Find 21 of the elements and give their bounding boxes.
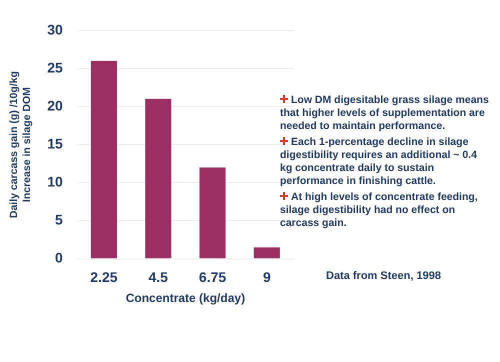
annotation: Each 1-percentage decline in silage digestibility requires an additional ~ 0.4 kg concentrate daily to sustain performance in finishing cattle. (280, 136, 477, 187)
x-tick-label: 6.75 (198, 269, 226, 286)
y-tick-label: 10 (47, 174, 63, 190)
bar (145, 98, 172, 258)
x-tick-label: 2.25 (90, 269, 118, 286)
y-tick-label: 0 (54, 250, 63, 266)
x-tick-label: 4.5 (148, 269, 168, 286)
x-tick-label: 9 (262, 269, 271, 286)
y-tick-label: 5 (54, 212, 63, 228)
y-axis-title: Daily carcass gain (g) /10g/kg Increase in silage DOM (8, 71, 33, 218)
y-tick-label: 25 (47, 59, 63, 76)
bar (254, 247, 280, 258)
x-axis-title: Concentrate (kg/day) (126, 291, 246, 306)
bar (90, 60, 117, 258)
y-tick-label: 15 (47, 135, 63, 152)
y-tick-label: 20 (47, 97, 63, 114)
annotation: Low DM digesitable grass silage means that higher levels of supplementation are needed to maintain performance. (280, 94, 489, 132)
annotation: At high levels of concentrate feeding, silage digestibility had no effect on carcass gain. (280, 191, 478, 229)
y-tick-label: 30 (47, 21, 63, 38)
text: Data from Steen, 1998 (326, 270, 441, 282)
bar (200, 167, 226, 258)
